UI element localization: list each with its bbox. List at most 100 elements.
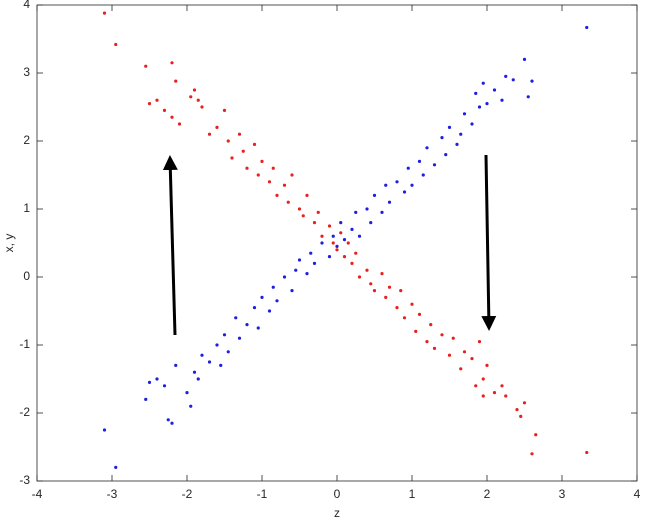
point [267,309,272,313]
points [102,11,589,469]
point [170,421,174,425]
point [226,139,230,143]
point [241,149,245,153]
point [350,261,354,265]
point [290,289,294,293]
point [305,272,309,276]
point [102,11,107,15]
point [331,241,335,245]
point [384,295,388,299]
point [286,200,290,204]
point [342,238,347,242]
point [271,285,275,289]
y-axis-label: x, y [2,234,16,253]
point [215,343,219,347]
point [339,221,343,225]
point [256,326,260,330]
arrow-up [162,155,178,336]
point [421,173,425,177]
y-tick-label: 0 [23,269,30,283]
point [462,112,467,116]
point [155,377,159,381]
point [335,248,339,252]
x-tick-label: 1 [409,487,416,501]
point [226,350,230,354]
point [417,312,422,316]
point [309,251,313,255]
point [369,282,373,286]
point [114,42,118,47]
point [290,173,294,177]
point [275,193,279,197]
point [350,227,354,231]
point [410,302,414,306]
point [252,306,257,310]
point [312,221,317,225]
point [102,428,107,432]
point [207,360,212,364]
point [481,394,485,398]
point [470,122,474,126]
point [477,105,482,109]
point [585,25,589,30]
point [260,295,264,299]
point [429,323,433,327]
point [162,108,167,112]
point [410,183,414,187]
point [301,214,305,218]
point [406,166,410,170]
x-tick-label: -1 [257,487,268,501]
point [335,244,339,248]
point [155,98,159,102]
arrow-down [481,154,497,331]
point [414,329,418,333]
point [294,268,298,272]
point [177,122,182,126]
point [346,241,350,245]
point [327,255,332,259]
point [530,79,534,83]
y-tick-label: 1 [23,201,30,215]
point [219,363,223,367]
point [260,159,264,163]
point [522,401,527,405]
plot-frame [36,4,638,482]
point [485,102,489,106]
point [485,363,489,367]
point [312,261,317,265]
point [477,340,482,344]
point [192,370,197,374]
point [331,234,335,238]
point [147,102,152,106]
point [399,289,403,293]
point [481,377,485,381]
point [192,88,197,92]
point [237,336,242,340]
point [147,380,152,384]
point [170,61,174,65]
point [526,95,530,99]
point [440,333,444,337]
point [316,210,320,214]
y-tick-label: 3 [23,65,30,79]
point [342,255,347,259]
point [511,78,515,82]
point [174,363,178,367]
point [425,146,429,150]
point [519,414,523,418]
point [271,166,275,170]
point [380,210,384,214]
point [504,74,508,78]
point [402,316,407,320]
y-tick-label: -1 [19,337,30,351]
y-tick-label: -3 [19,473,30,487]
point [256,173,260,177]
point [245,323,249,327]
point [387,285,392,289]
point [395,180,399,184]
point [354,251,358,255]
point [305,193,309,197]
point [357,234,362,238]
y-tick-label: -2 [19,405,30,419]
point [222,333,227,337]
